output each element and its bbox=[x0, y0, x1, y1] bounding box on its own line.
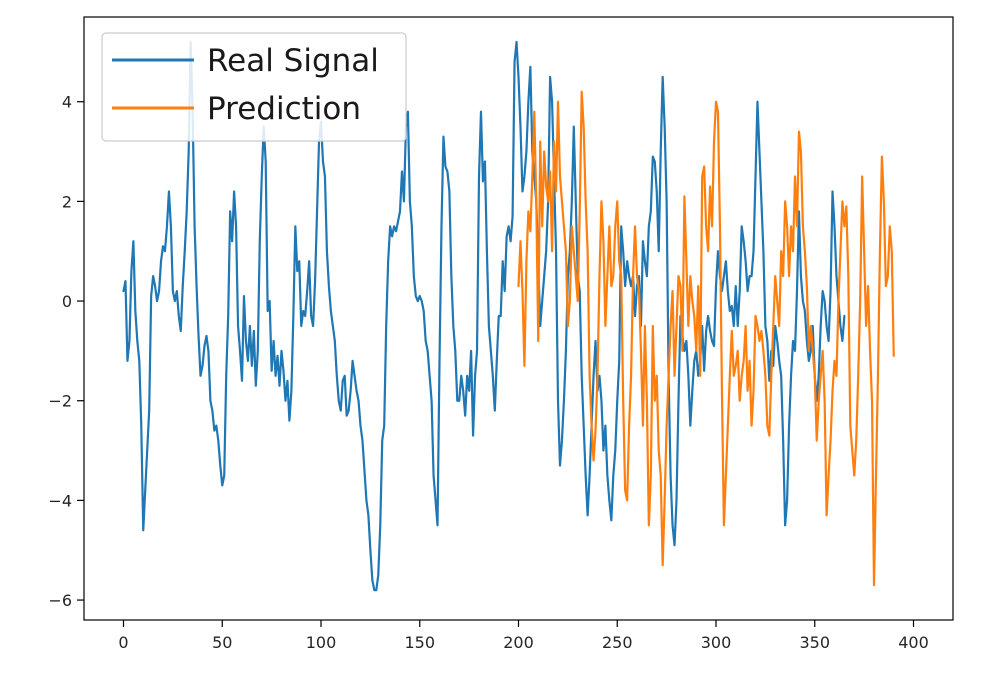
y-tick-label--2: −2 bbox=[48, 392, 72, 411]
legend-label-real-signal: Real Signal bbox=[207, 43, 379, 79]
x-tick-label-400: 400 bbox=[898, 633, 929, 652]
x-tick-label-0: 0 bbox=[118, 633, 128, 652]
x-tick-label-200: 200 bbox=[503, 633, 534, 652]
y-tick-label-2: 2 bbox=[62, 192, 72, 211]
series-layer bbox=[122, 40, 895, 592]
y-tick-label-0: 0 bbox=[62, 292, 72, 311]
y-axis: −6 −4 −2 0 2 4 bbox=[48, 93, 84, 610]
x-tick-label-350: 350 bbox=[799, 633, 830, 652]
y-tick-label-4: 4 bbox=[62, 93, 72, 112]
x-tick-label-250: 250 bbox=[602, 633, 633, 652]
y-tick-label--4: −4 bbox=[48, 491, 72, 510]
legend: Real Signal Prediction bbox=[101, 32, 407, 142]
series-line-prediction bbox=[517, 90, 895, 587]
series-line-real-signal bbox=[122, 40, 846, 592]
x-tick-label-150: 150 bbox=[404, 633, 435, 652]
x-tick-label-50: 50 bbox=[212, 633, 232, 652]
x-axis: 0 50 100 150 200 250 300 350 400 bbox=[118, 620, 929, 652]
legend-label-prediction: Prediction bbox=[207, 91, 361, 127]
x-tick-label-300: 300 bbox=[701, 633, 732, 652]
y-tick-label--6: −6 bbox=[48, 591, 72, 610]
x-tick-label-100: 100 bbox=[306, 633, 337, 652]
